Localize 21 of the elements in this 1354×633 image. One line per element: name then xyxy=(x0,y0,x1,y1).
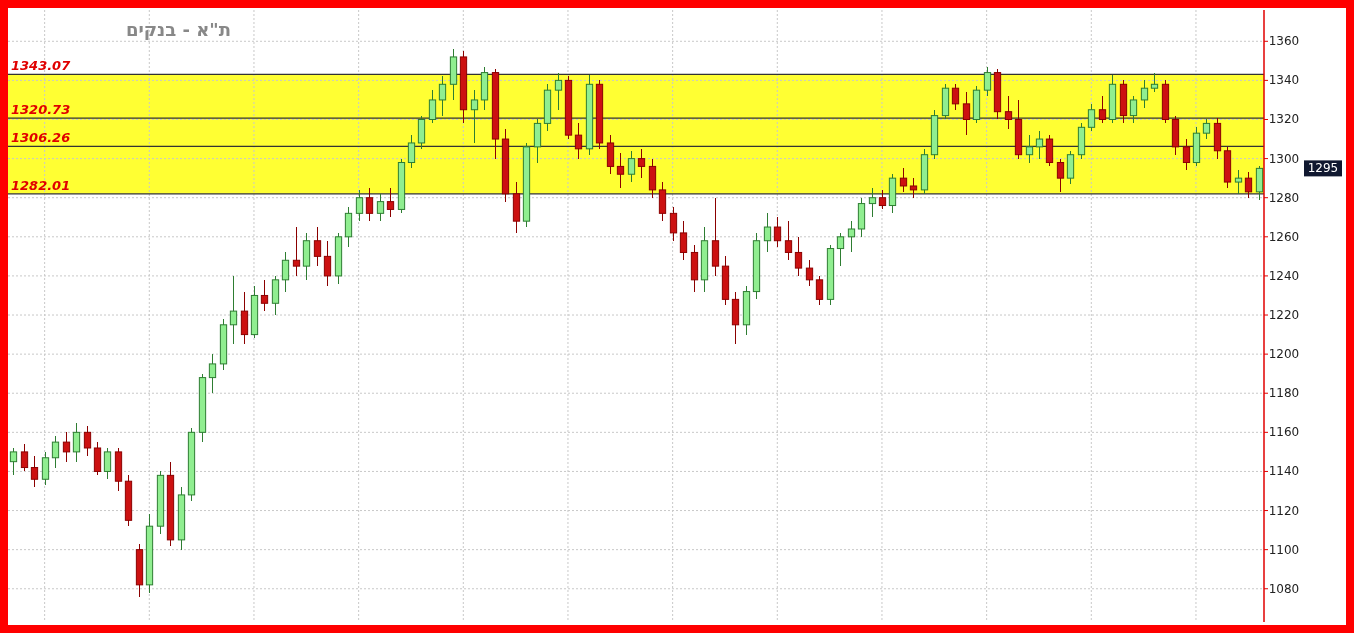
y-tick-label: 1200 xyxy=(1268,347,1300,362)
y-tick-label: 1120 xyxy=(1268,503,1300,518)
y-tick-label: 1280 xyxy=(1268,190,1300,205)
y-tick-label: 1220 xyxy=(1268,308,1300,323)
y-tick-label: 1360 xyxy=(1268,34,1300,49)
y-tick-label: 1320 xyxy=(1268,112,1300,127)
text: ת"א - בנקים xyxy=(126,19,232,40)
y-tick-label: 1080 xyxy=(1268,581,1300,596)
y-tick-label: 1140 xyxy=(1268,464,1300,479)
y-tick-label: 1300 xyxy=(1268,151,1300,166)
ref-line-label: 1320.73 xyxy=(11,102,71,118)
ref-line-label: 1306.26 xyxy=(11,130,71,146)
ref-line-label: 1343.07 xyxy=(11,58,72,74)
y-tick-label: 1260 xyxy=(1268,229,1300,244)
y-tick-label: 1240 xyxy=(1268,268,1300,283)
y-tick-label: 1180 xyxy=(1268,386,1300,401)
y-tick-label: 1100 xyxy=(1268,542,1300,557)
ref-line-label: 1282.01 xyxy=(11,177,71,193)
y-tick-label: 1160 xyxy=(1268,425,1300,440)
y-tick-label: 1340 xyxy=(1268,73,1300,88)
text: 1295 xyxy=(1307,161,1339,176)
